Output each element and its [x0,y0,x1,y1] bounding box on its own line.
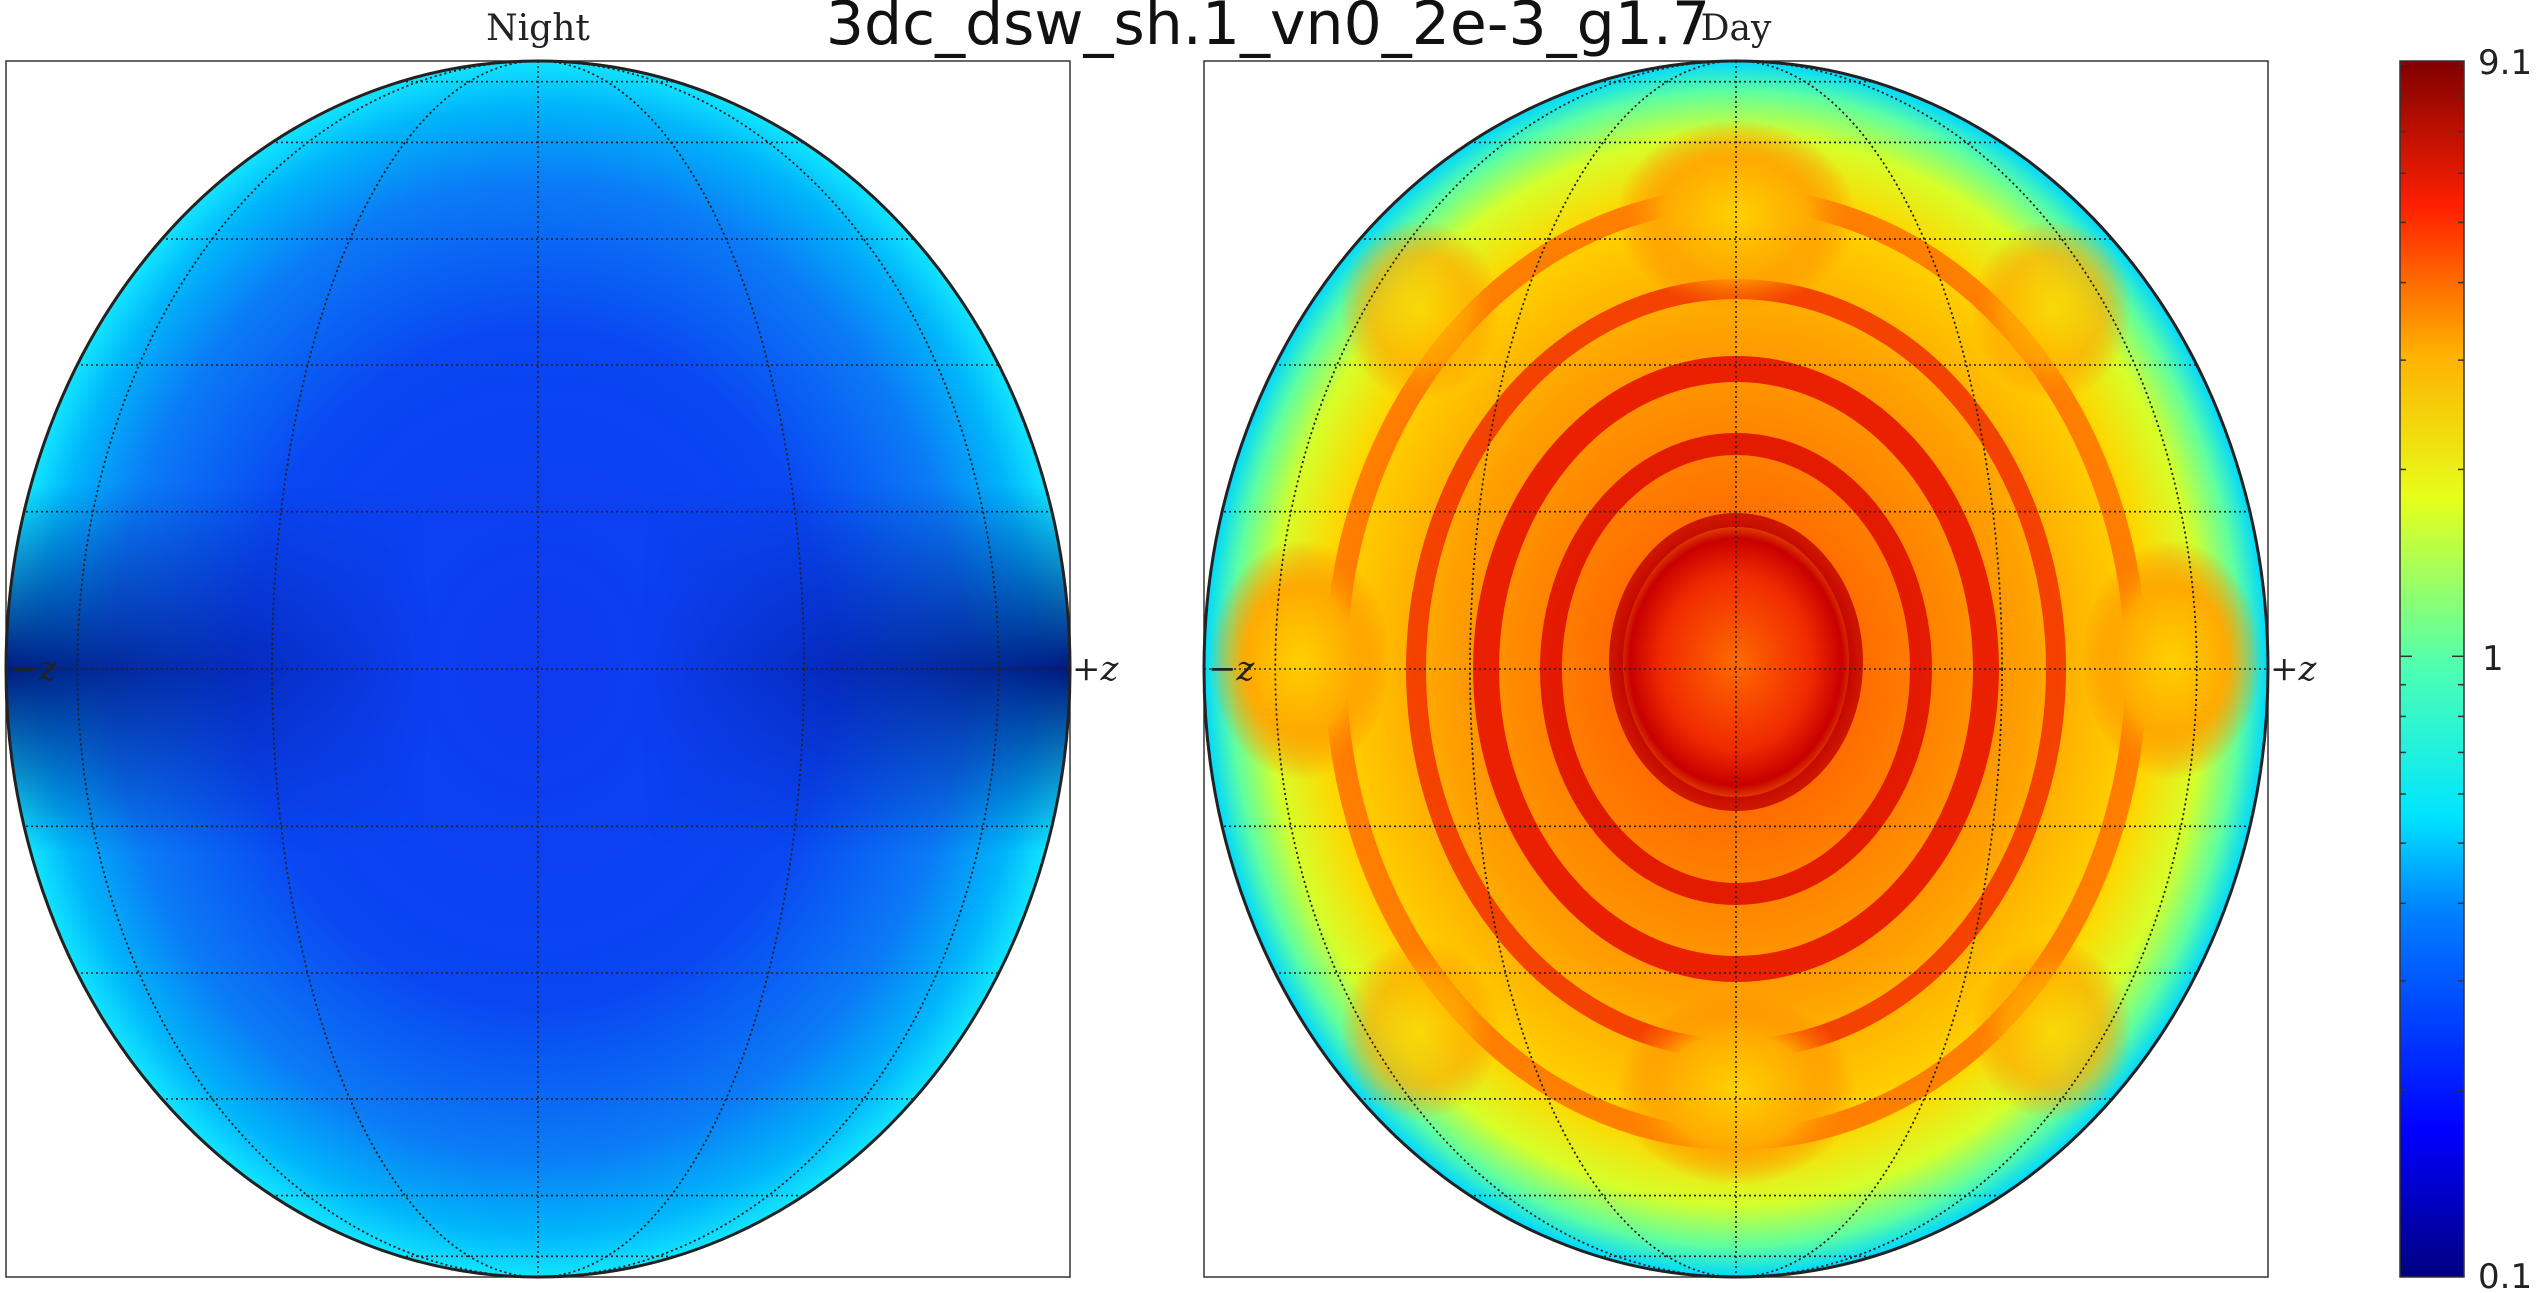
longitude-line [271,61,805,1277]
day-lobes [1210,120,2262,1185]
day-left-label: −z [1208,649,1255,689]
day-graticule [1204,61,2268,1277]
colorbar-bottom-label: 0.1 [2478,1257,2532,1293]
colorbar-ticks [2400,63,2464,1091]
night-globe-outline [4,59,1072,1279]
colorbar: 9.1 1 0.1 [2399,43,2532,1293]
day-right-label: +z [2270,649,2317,689]
night-left-label: −z [10,649,57,689]
colorbar-gradient [2399,60,2465,1278]
day-panel-title: Day [1701,8,1772,49]
longitude-line [1274,61,2198,1277]
night-panel-title: Night [486,8,590,49]
night-right-label: +z [1072,649,1119,689]
figure-title: 3dc_dsw_sh.1_vn0_2e-3_g1.7 [826,0,1710,59]
night-panel: Night −z +z [4,8,1119,1279]
longitude-line [76,61,1000,1277]
colorbar-mid-label: 1 [2482,639,2504,679]
colorbar-top-label: 9.1 [2478,43,2532,83]
day-panel: Day −z +z [1202,8,2317,1279]
day-core-rim [1609,513,1863,811]
longitude-line [1469,61,2003,1277]
day-globe-outline [1202,59,2270,1279]
